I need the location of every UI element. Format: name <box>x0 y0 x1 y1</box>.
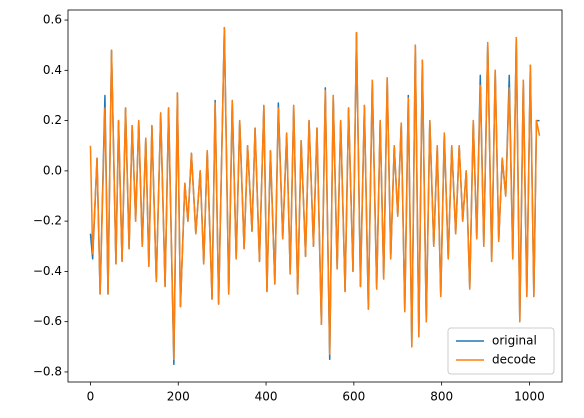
y-tick-label: 0.0 <box>43 163 62 177</box>
y-tick-label: 0.2 <box>43 113 62 127</box>
legend-box <box>447 327 555 375</box>
y-tick-label: 0.4 <box>43 63 62 77</box>
legend-label: decode <box>492 353 536 367</box>
legend-label: original <box>492 334 537 348</box>
x-tick-label: 200 <box>167 390 190 404</box>
x-tick-label: 600 <box>342 390 365 404</box>
axes-frame <box>67 9 563 383</box>
x-tick-label: 400 <box>255 390 278 404</box>
y-tick-label: −0.2 <box>33 214 62 228</box>
x-tick-label: 800 <box>430 390 453 404</box>
x-tick-label: 0 <box>87 390 95 404</box>
y-tick-label: −0.8 <box>33 364 62 378</box>
series-line <box>89 26 541 361</box>
legend: original decode <box>447 327 555 375</box>
y-tick-label: −0.4 <box>33 264 62 278</box>
y-tick-label: −0.6 <box>33 314 62 328</box>
y-tick-label: 0.6 <box>43 13 62 27</box>
x-tick-label: 1000 <box>514 390 545 404</box>
